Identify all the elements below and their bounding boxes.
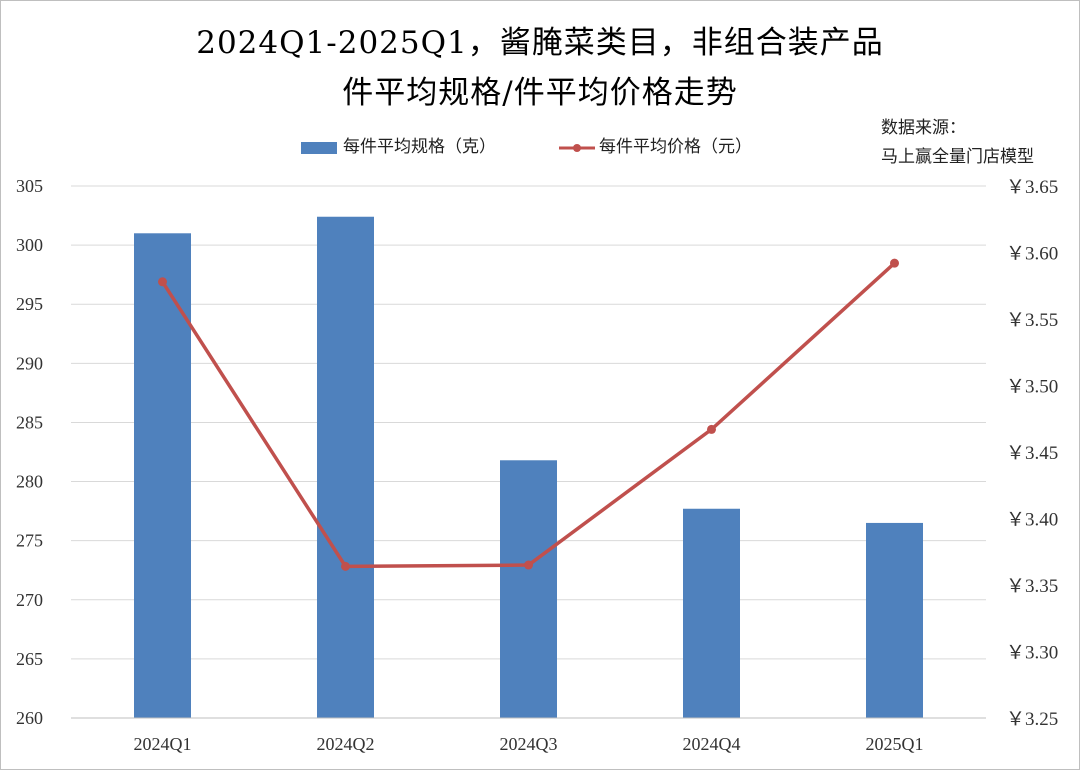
y-left-tick-label: 265 bbox=[16, 649, 43, 669]
bar bbox=[683, 508, 740, 718]
y-right-tick-label: ￥3.55 bbox=[1006, 310, 1058, 331]
legend-label-bar: 每件平均规格（克） bbox=[343, 137, 496, 157]
chart-title-line2: 件平均规格/件平均价格走势 bbox=[342, 75, 738, 111]
y-left-tick-label: 280 bbox=[16, 472, 43, 492]
price-point bbox=[524, 560, 533, 570]
y-left-tick-label: 285 bbox=[16, 412, 43, 432]
legend-bar-swatch bbox=[301, 141, 337, 154]
y-left-tick-label: 260 bbox=[16, 708, 43, 728]
y-left-tick-label: 305 bbox=[16, 176, 43, 196]
legend-item-line: 每件平均价格（元） bbox=[559, 132, 752, 157]
x-tick-label: 2025Q1 bbox=[866, 734, 924, 754]
y-right-tick-label: ￥3.65 bbox=[1006, 177, 1058, 198]
axes: 305 300 295 290 285 280 275 270 265 260 ￥3.65 ￥3.60… bbox=[16, 176, 1058, 754]
legend-line-swatch bbox=[559, 143, 595, 152]
line-series bbox=[158, 258, 899, 571]
y-left-tick-label: 290 bbox=[16, 353, 43, 373]
y-right-tick-label: ￥3.35 bbox=[1006, 576, 1058, 597]
bar bbox=[866, 522, 923, 718]
bar bbox=[317, 216, 374, 718]
y-left-tick-label: 275 bbox=[16, 531, 43, 551]
y-left-tick-label: 295 bbox=[16, 294, 43, 314]
bar-series bbox=[134, 216, 923, 719]
y-left-tick-label: 270 bbox=[16, 590, 43, 610]
y-left-tick-label: 300 bbox=[16, 235, 43, 255]
bar bbox=[500, 460, 557, 718]
x-tick-label: 2024Q3 bbox=[500, 734, 558, 754]
price-point bbox=[707, 424, 716, 434]
legend-label-line: 每件平均价格（元） bbox=[599, 137, 752, 157]
legend-item-bar: 每件平均规格（克） bbox=[301, 132, 496, 157]
x-tick-label: 2024Q4 bbox=[683, 734, 741, 754]
y-right-tick-label: ￥3.50 bbox=[1006, 377, 1058, 398]
source-label: 数据来源： bbox=[881, 118, 966, 138]
y-right-tick-label: ￥3.45 bbox=[1006, 443, 1058, 464]
price-point bbox=[341, 561, 350, 571]
bar bbox=[134, 233, 191, 719]
price-point bbox=[890, 258, 899, 268]
y-right-tick-label: ￥3.25 bbox=[1006, 709, 1058, 730]
price-point bbox=[158, 277, 167, 287]
x-tick-label: 2024Q2 bbox=[317, 734, 375, 754]
chart-title-line1: 2024Q1-2025Q1，酱腌菜类目，非组合装产品 bbox=[196, 25, 884, 61]
x-tick-label: 2024Q1 bbox=[134, 734, 192, 754]
y-right-tick-label: ￥3.60 bbox=[1006, 244, 1058, 265]
y-right-tick-label: ￥3.40 bbox=[1006, 510, 1058, 531]
source-name: 马上赢全量门店模型 bbox=[881, 147, 1034, 167]
y-right-tick-label: ￥3.30 bbox=[1006, 643, 1058, 664]
